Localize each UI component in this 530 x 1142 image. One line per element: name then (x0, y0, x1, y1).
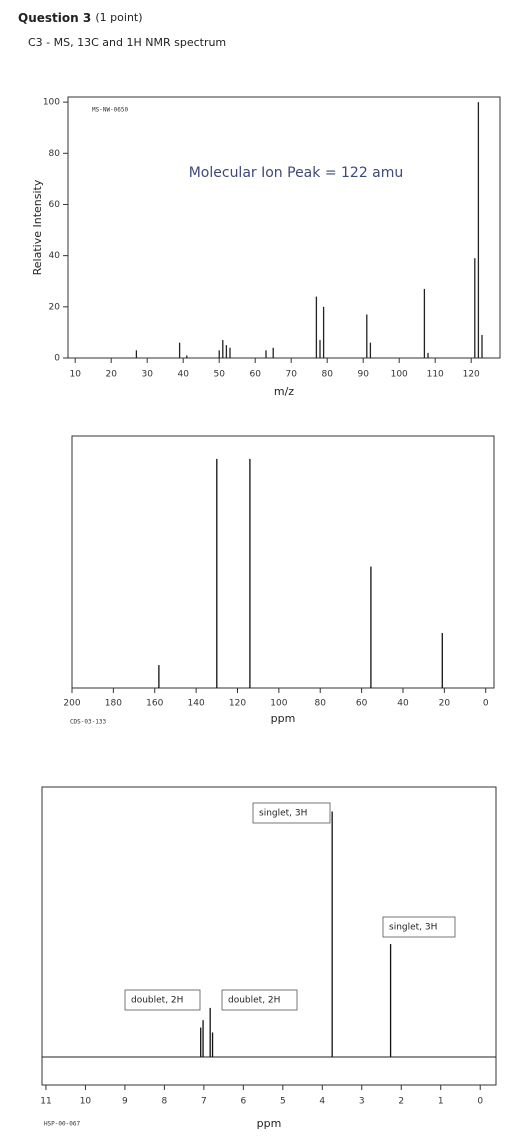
plot-frame (41, 786, 497, 1086)
annotation: doublet, 2H (228, 996, 280, 1006)
spectrum-code: MS-NW-0650 (92, 107, 129, 114)
x-tick-label: 50 (213, 370, 225, 380)
x-tick-label: 20 (439, 699, 451, 709)
x-tick-label: 0 (477, 1097, 483, 1107)
x-tick-label: 70 (285, 370, 297, 380)
x-tick-label: 140 (188, 699, 205, 709)
x-tick-label: 8 (162, 1097, 168, 1107)
x-tick-label: 7 (201, 1097, 207, 1107)
annotation-box (124, 989, 201, 1011)
x-tick-label: 1 (438, 1097, 444, 1107)
y-tick-label: 20 (49, 302, 61, 312)
annotation: singlet, 3H (259, 809, 307, 819)
x-tick-label: 100 (270, 699, 287, 709)
annotation-box (252, 802, 331, 824)
x-axis-label: ppm (271, 712, 296, 725)
x-tick-label: 100 (391, 370, 408, 380)
x-tick-label: 40 (177, 370, 189, 380)
y-tick-label: 100 (43, 98, 60, 108)
x-tick-label: 110 (427, 370, 444, 380)
x-axis-label: m/z (274, 385, 294, 398)
x-tick-label: 40 (397, 699, 409, 709)
x-tick-label: 60 (356, 699, 368, 709)
x-tick-label: 3 (359, 1097, 365, 1107)
x-tick-label: 11 (40, 1097, 51, 1107)
annotation-box (382, 916, 456, 938)
x-tick-label: 2 (398, 1097, 404, 1107)
x-tick-label: 60 (249, 370, 261, 380)
y-tick-label: 60 (49, 200, 61, 210)
annotation: Molecular Ion Peak = 122 amu (189, 165, 404, 181)
x-tick-label: 0 (483, 699, 489, 709)
question-title: Question 3 (1 point) (18, 11, 143, 25)
x-tick-label: 180 (105, 699, 122, 709)
x-tick-label: 120 (463, 370, 480, 380)
x-tick-label: 160 (146, 699, 163, 709)
y-tick-label: 40 (49, 251, 61, 261)
x-tick-label: 4 (319, 1097, 325, 1107)
x-tick-label: 90 (357, 370, 369, 380)
y-tick-label: 80 (49, 149, 61, 159)
x-tick-label: 10 (80, 1097, 92, 1107)
x-tick-label: 80 (321, 370, 333, 380)
x-tick-label: 80 (315, 699, 327, 709)
x-tick-label: 20 (105, 370, 117, 380)
question-subtitle: C3 - MS, 13C and 1H NMR spectrum (28, 36, 226, 49)
annotation: singlet, 3H (389, 923, 437, 933)
plot-frame (67, 96, 501, 359)
x-axis-label: ppm (257, 1117, 282, 1130)
question-number: Question 3 (18, 11, 91, 25)
x-tick-label: 120 (229, 699, 246, 709)
x-tick-label: 6 (240, 1097, 246, 1107)
question-points: (1 point) (95, 11, 142, 24)
x-tick-label: 200 (63, 699, 80, 709)
spectrum-code: HSP-00-067 (44, 1121, 81, 1128)
spectrum-code: CDS-03-133 (70, 719, 107, 726)
annotation: doublet, 2H (131, 996, 183, 1006)
annotation-box (221, 989, 298, 1011)
y-tick-label: 0 (54, 354, 60, 364)
x-tick-label: 9 (122, 1097, 128, 1107)
x-tick-label: 5 (280, 1097, 286, 1107)
x-tick-label: 10 (69, 370, 81, 380)
plot-frame (71, 435, 495, 689)
x-tick-label: 30 (141, 370, 153, 380)
y-axis-label: Relative Intensity (31, 179, 44, 275)
